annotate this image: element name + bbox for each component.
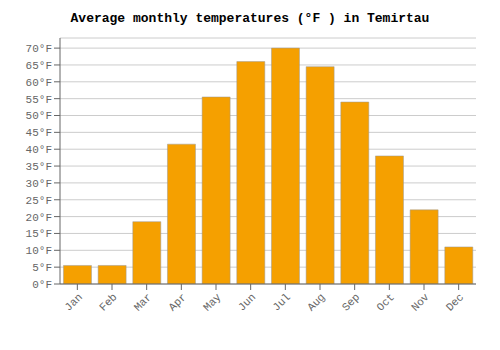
svg-text:Jun: Jun: [236, 291, 258, 313]
svg-text:55°F: 55°F: [26, 94, 52, 106]
svg-text:Apr: Apr: [166, 291, 188, 313]
svg-text:May: May: [201, 291, 224, 314]
svg-text:15°F: 15°F: [26, 228, 52, 240]
svg-text:Mar: Mar: [132, 291, 154, 313]
svg-text:Jan: Jan: [62, 291, 84, 313]
svg-text:Sep: Sep: [340, 291, 362, 313]
svg-text:45°F: 45°F: [26, 127, 52, 139]
svg-text:40°F: 40°F: [26, 144, 52, 156]
svg-text:Dec: Dec: [444, 291, 466, 313]
svg-text:65°F: 65°F: [26, 60, 52, 72]
svg-text:50°F: 50°F: [26, 110, 52, 122]
html-text:Average monthly temperatures (: Average monthly temperatures (°F ) in Te…: [70, 11, 430, 26]
svg-text:70°F: 70°F: [26, 43, 52, 55]
svg-text:10°F: 10°F: [26, 245, 52, 257]
svg-text:35°F: 35°F: [26, 161, 52, 173]
svg-text:20°F: 20°F: [26, 212, 52, 224]
svg-text:0°F: 0°F: [32, 279, 52, 291]
svg-text:Jul: Jul: [270, 291, 292, 313]
svg-text:60°F: 60°F: [26, 77, 52, 89]
svg-text:Oct: Oct: [374, 291, 396, 313]
svg-text:5°F: 5°F: [32, 262, 52, 274]
svg-text:25°F: 25°F: [26, 195, 52, 207]
svg-text:Nov: Nov: [409, 291, 432, 314]
svg-text:Aug: Aug: [305, 291, 327, 313]
svg-text:30°F: 30°F: [26, 178, 52, 190]
svg-text:Feb: Feb: [97, 291, 119, 313]
